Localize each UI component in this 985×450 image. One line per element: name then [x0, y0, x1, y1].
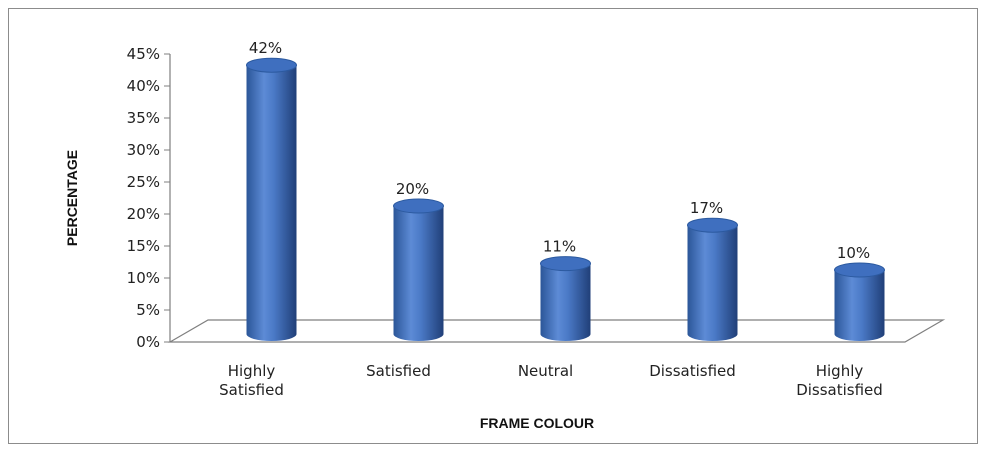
bar-body	[246, 65, 297, 341]
labels: 42% 20% 11% 17% 10% Highly Satisfied Satisfied N…	[219, 39, 883, 399]
bar-body	[393, 206, 444, 341]
y-tick-label: 45%	[127, 45, 160, 63]
y-tick-label: 25%	[127, 173, 160, 191]
data-label: 11%	[543, 238, 576, 256]
y-tick-label: 20%	[127, 205, 160, 223]
x-tick-label: Satisfied	[366, 362, 431, 380]
bar	[687, 217, 738, 341]
bar	[246, 57, 297, 341]
bar	[834, 262, 885, 341]
bar-cap	[393, 198, 444, 214]
data-label: 20%	[396, 180, 429, 198]
y-tick-label: 0%	[136, 333, 160, 351]
bars	[246, 57, 885, 341]
y-tick-label: 5%	[136, 301, 160, 319]
y-tick-label: 30%	[127, 141, 160, 159]
x-tick-label: Neutral	[518, 362, 573, 380]
y-axis-title: PERCENTAGE	[64, 150, 80, 246]
y-tick-label: 35%	[127, 109, 160, 127]
y-axis: 0% 5% 10% 15% 20% 25% 30% 35% 40% 45%	[127, 45, 171, 351]
data-label: 42%	[249, 39, 282, 57]
bar-cap	[540, 256, 591, 272]
bar-body	[834, 270, 885, 341]
y-tick-label: 40%	[127, 77, 160, 95]
x-axis-title: FRAME COLOUR	[480, 415, 594, 431]
bar-cap	[834, 262, 885, 278]
bar	[393, 198, 444, 341]
y-tick-label: 15%	[127, 237, 160, 255]
bar-body	[687, 225, 738, 341]
x-tick-label: Highly Dissatisfied	[796, 362, 883, 399]
y-tick-label: 10%	[127, 269, 160, 287]
bar-body	[540, 263, 591, 341]
data-label: 10%	[837, 244, 870, 262]
data-label: 17%	[690, 199, 723, 217]
bar-cap	[687, 217, 738, 233]
bar-cap	[246, 57, 297, 73]
x-tick-label: Dissatisfied	[649, 362, 736, 380]
x-tick-label: Highly Satisfied	[219, 362, 284, 399]
bar	[540, 256, 591, 341]
